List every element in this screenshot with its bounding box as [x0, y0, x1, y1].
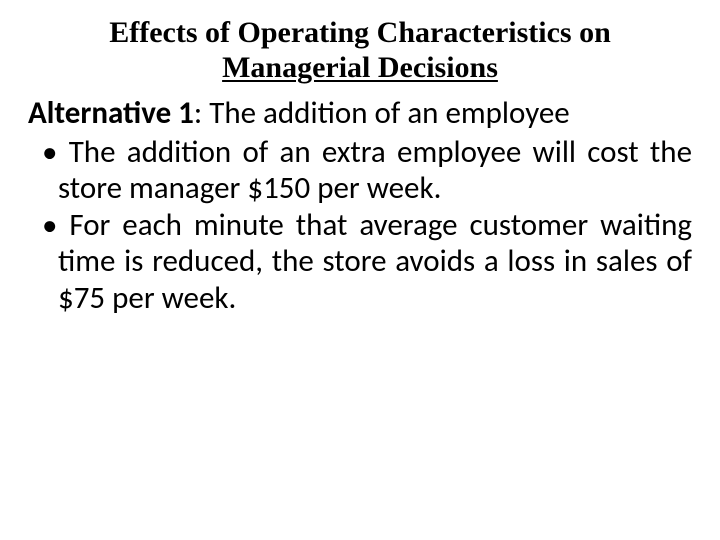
- slide-title: Effects of Operating Characteristics on …: [28, 16, 692, 85]
- slide-body: Alternative 1: The addition of an employ…: [28, 95, 692, 316]
- bullet-item-1: • The addition of an extra employee will…: [28, 134, 692, 207]
- alternative-heading: Alternative 1: The addition of an employ…: [28, 95, 692, 132]
- alternative-label: Alternative 1: [28, 94, 194, 132]
- bullet-item-2: • For each minute that average customer …: [28, 207, 692, 317]
- alternative-description: The addition of an employee: [209, 94, 570, 132]
- colon: :: [194, 94, 209, 132]
- title-line-2: Managerial Decisions: [222, 51, 498, 84]
- title-line-1: Effects of Operating Characteristics on: [109, 16, 611, 49]
